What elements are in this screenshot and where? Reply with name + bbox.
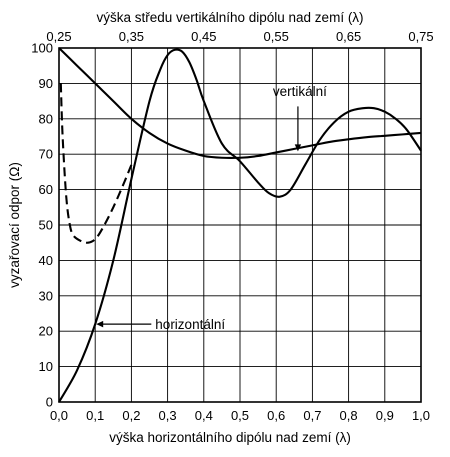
x-tick-label: 0,3: [159, 408, 177, 423]
y-tick-label: 80: [39, 111, 53, 126]
horizontal-label: horizontální: [155, 317, 225, 332]
x-tick-label: 0,9: [376, 408, 394, 423]
series-lines: [58, 47, 422, 403]
x-tick-label: 0,2: [122, 408, 140, 423]
y-tick-label: 100: [31, 41, 53, 56]
y-tick-label: 0: [46, 395, 53, 410]
y-tick-label: 90: [39, 76, 53, 91]
x-tick-label: 0,1: [86, 408, 104, 423]
y-tick-label: 40: [39, 253, 53, 268]
x-tick-label: 0,8: [340, 408, 358, 423]
y-tick-label: 70: [39, 147, 53, 162]
x2-tick-label: 0,65: [336, 29, 361, 44]
x-tick-label: 0,5: [231, 408, 249, 423]
y-tick-label: 20: [39, 324, 53, 339]
x-tick-label: 1,0: [412, 408, 430, 423]
x-tick-label: 0,7: [303, 408, 321, 423]
tick-labels: 0,0 0,1 0,2 0,3 0,4 0,5 0,6 0,7 0,8 0,9 1,0 0,25 0,3…: [31, 29, 433, 423]
x-tick-label: 0,4: [195, 408, 213, 423]
y-tick-label: 50: [39, 218, 53, 233]
x2-tick-label: 0,35: [119, 29, 144, 44]
series-line-0: [58, 48, 422, 403]
vertical-label: vertikální: [273, 84, 327, 99]
annotations: vertikální horizontální: [96, 84, 327, 332]
series-line-1: [59, 83, 133, 244]
plot-frame: [58, 47, 422, 403]
series-line-2: [58, 47, 422, 160]
y-tick-label: 60: [39, 182, 53, 197]
x2-tick-label: 0,75: [408, 29, 433, 44]
x-tick-label: 0,6: [267, 408, 285, 423]
y-axis-title: vyzařovací odpor (Ω): [7, 162, 22, 288]
horizontal-arrow-head: [96, 320, 104, 328]
x2-tick-label: 0,45: [191, 29, 216, 44]
vertical-arrow-head: [294, 144, 302, 152]
y-tick-label: 30: [39, 288, 53, 303]
top-axis-title: výška středu vertikálního dipólu nad zem…: [96, 10, 363, 25]
x-tick-label: 0,0: [50, 408, 68, 423]
y-tick-label: 10: [39, 359, 53, 374]
bottom-axis-title: výška horizontálního dipólu nad zemí (λ): [109, 430, 351, 445]
x2-tick-label: 0,25: [46, 29, 71, 44]
x2-tick-label: 0,55: [264, 29, 289, 44]
